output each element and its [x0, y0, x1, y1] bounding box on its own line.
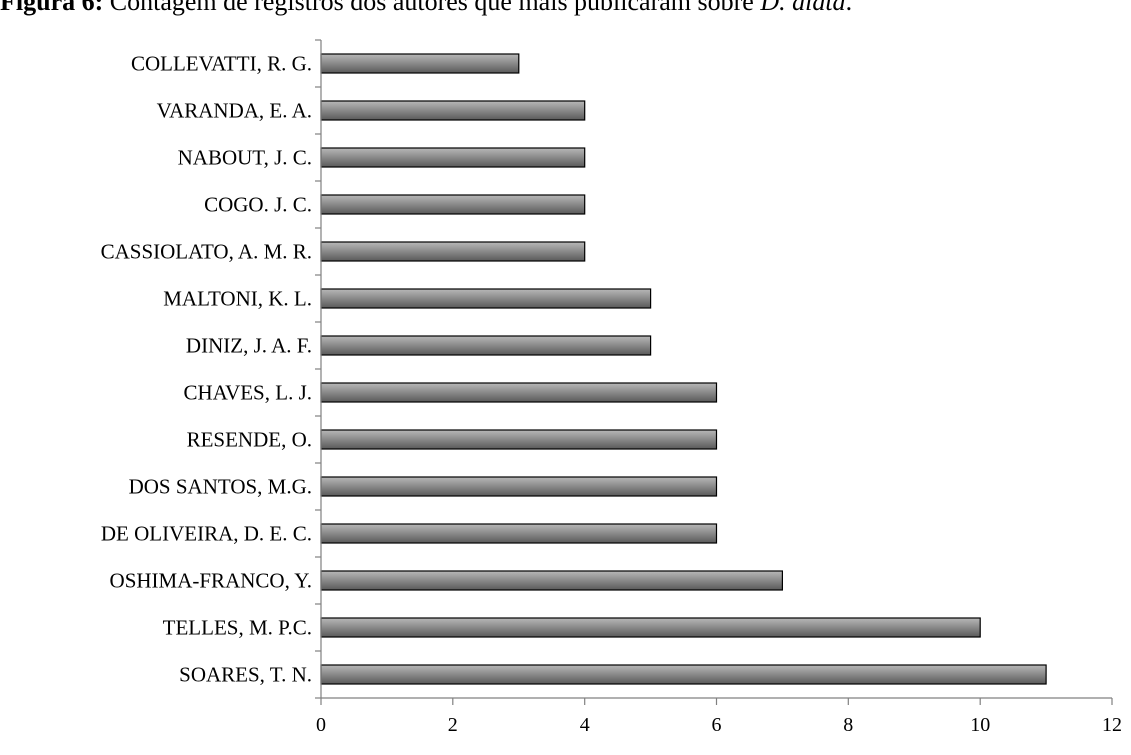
bar-6: [320, 288, 652, 309]
bar-14: [320, 664, 1047, 685]
bar-3: [320, 147, 586, 168]
category-label-11: DE OLIVEIRA, D. E. C.: [101, 522, 312, 546]
caption-label: Figura 6:: [0, 0, 104, 16]
category-label-14: SOARES, T. N.: [179, 663, 312, 687]
bar-4: [320, 194, 586, 215]
bars-layer: [320, 53, 1047, 685]
category-label-12: OSHIMA-FRANCO, Y.: [110, 569, 312, 593]
x-tick-label-2: 4: [580, 714, 590, 736]
category-label-5: CASSIOLATO, A. M. R.: [101, 240, 312, 264]
bar-2: [320, 100, 586, 121]
category-label-13: TELLES, M. P.C.: [163, 616, 312, 640]
x-tick-label-4: 8: [843, 714, 853, 736]
x-tick-label-0: 0: [316, 714, 326, 736]
caption-species: D. alata: [760, 0, 846, 16]
labels-layer: COLLEVATTI, R. G. VARANDA, E. A. NABOUT, J…: [101, 52, 1122, 737]
category-label-1: COLLEVATTI, R. G.: [131, 52, 312, 76]
bar-1: [320, 53, 520, 74]
category-label-3: NABOUT, J. C.: [178, 146, 312, 170]
bar-7: [320, 335, 652, 356]
axes-layer: [315, 39, 1113, 705]
bar-10: [320, 476, 718, 497]
bar-5: [320, 241, 586, 262]
x-tick-label-1: 2: [448, 714, 458, 736]
category-label-10: DOS SANTOS, M.G.: [129, 475, 312, 499]
caption-end: .: [845, 0, 853, 16]
category-label-8: CHAVES, L. J.: [183, 381, 312, 405]
category-label-9: RESENDE, O.: [187, 428, 312, 452]
bar-12: [320, 570, 783, 591]
category-label-4: COGO. J. C.: [204, 193, 312, 217]
x-tick-label-3: 6: [712, 714, 722, 736]
bar-8: [320, 382, 718, 403]
category-label-6: MALTONI, K. L.: [163, 287, 312, 311]
bar-9: [320, 429, 718, 450]
category-label-2: VARANDA, E. A.: [157, 99, 312, 123]
caption-text: Contagem de registros dos autores que ma…: [103, 0, 761, 16]
category-label-7: DINIZ, J. A. F.: [186, 334, 312, 358]
bar-11: [320, 523, 718, 544]
figure-caption: Figura 6: Contagem de registros dos auto…: [0, 0, 1131, 18]
bar-13: [320, 617, 981, 638]
x-tick-label-6: 12: [1102, 714, 1122, 736]
x-tick-label-5: 10: [970, 714, 990, 736]
